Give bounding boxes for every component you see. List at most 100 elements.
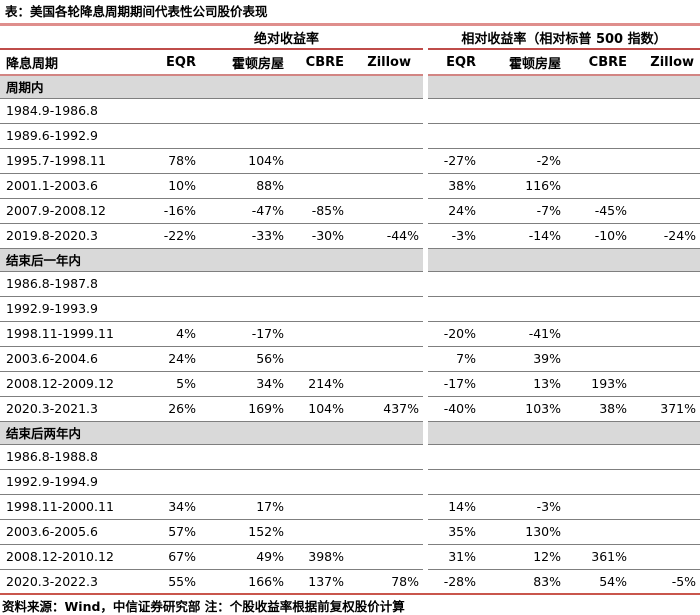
rel-value-cell: 35%: [428, 519, 481, 545]
group-divider: [423, 248, 429, 271]
rel-value-cell: [631, 198, 700, 224]
abs-value-cell: [200, 296, 288, 322]
abs-value-cell: [288, 148, 348, 174]
abs-value-cell: 56%: [200, 346, 288, 372]
period-cell: 2003.6-2005.6: [0, 519, 150, 545]
rel-value-cell: [565, 296, 632, 322]
abs-value-cell: -30%: [288, 223, 348, 249]
rel-value-cell: 13%: [480, 371, 566, 397]
col-header-cbre-rel: CBRE: [565, 49, 632, 76]
abs-value-cell: [348, 148, 424, 174]
rel-value-cell: 130%: [480, 519, 566, 545]
abs-value-cell: [348, 346, 424, 372]
abs-value-cell: [288, 519, 348, 545]
rel-value-cell: [565, 148, 632, 174]
table-row: 2008.12-2010.12 67% 49% 398% 31% 12% 361%: [0, 544, 700, 570]
rel-value-cell: [631, 173, 700, 199]
abs-value-cell: [288, 494, 348, 520]
abs-value-cell: -47%: [200, 198, 288, 224]
abs-value-cell: [288, 469, 348, 495]
abs-value-cell: 104%: [200, 148, 288, 174]
section-label: 结束后两年内: [0, 421, 424, 445]
section-header-row: 结束后两年内: [0, 421, 700, 445]
abs-value-cell: 5%: [150, 371, 200, 397]
table-row: 1992.9-1994.9: [0, 469, 700, 495]
period-cell: 1992.9-1994.9: [0, 469, 150, 495]
rel-value-cell: -2%: [480, 148, 566, 174]
rel-value-cell: [631, 148, 700, 174]
abs-value-cell: 104%: [288, 396, 348, 422]
table-row: 1986.8-1987.8: [0, 271, 700, 297]
rel-value-cell: -27%: [428, 148, 481, 174]
abs-value-cell: 437%: [348, 396, 424, 422]
abs-value-cell: -16%: [150, 198, 200, 224]
abs-value-cell: [200, 271, 288, 297]
section-header-row: 周期内: [0, 75, 700, 99]
rel-value-cell: -28%: [428, 569, 481, 595]
table-row: 2020.3-2021.3 26% 169% 104% 437% -40% 103% 38% 3…: [0, 396, 700, 422]
abs-value-cell: [200, 469, 288, 495]
page-title: 表：美国各轮降息周期期间代表性公司股价表现: [0, 0, 700, 26]
abs-value-cell: [348, 296, 424, 322]
period-cell: 1998.11-2000.11: [0, 494, 150, 520]
rel-value-cell: [631, 444, 700, 470]
abs-value-cell: [348, 321, 424, 347]
abs-value-cell: [150, 271, 200, 297]
rel-value-cell: [428, 98, 481, 124]
period-cell: 2020.3-2021.3: [0, 396, 150, 422]
rel-value-cell: 39%: [480, 346, 566, 372]
rel-value-cell: [428, 469, 481, 495]
rel-value-cell: [631, 321, 700, 347]
abs-value-cell: 152%: [200, 519, 288, 545]
abs-value-cell: 34%: [200, 371, 288, 397]
table-row: 2008.12-2009.12 5% 34% 214% -17% 13% 193%: [0, 371, 700, 397]
group-header-row: 绝对收益率 相对收益率（相对标普 500 指数）: [0, 26, 700, 50]
abs-value-cell: [150, 469, 200, 495]
rel-value-cell: [631, 469, 700, 495]
rel-value-cell: [480, 123, 566, 149]
group-divider: [423, 75, 429, 98]
col-header-horton-rel: 霍顿房屋: [480, 49, 566, 76]
rel-value-cell: -45%: [565, 198, 632, 224]
rel-value-cell: -3%: [480, 494, 566, 520]
abs-value-cell: 17%: [200, 494, 288, 520]
rel-value-cell: [631, 371, 700, 397]
abs-value-cell: [288, 321, 348, 347]
col-header-cbre-abs: CBRE: [288, 49, 348, 76]
abs-value-cell: [288, 173, 348, 199]
rel-value-cell: 371%: [631, 396, 700, 422]
period-cell: 1986.8-1988.8: [0, 444, 150, 470]
col-header-eqr-rel: EQR: [428, 49, 481, 76]
period-cell: 2007.9-2008.12: [0, 198, 150, 224]
col-header-zillow-rel: Zillow: [631, 49, 700, 76]
period-cell: 1992.9-1993.9: [0, 296, 150, 322]
period-cell: 1989.6-1992.9: [0, 123, 150, 149]
abs-value-cell: [348, 173, 424, 199]
abs-value-cell: [200, 444, 288, 470]
abs-value-cell: [288, 444, 348, 470]
period-cell: 2008.12-2009.12: [0, 371, 150, 397]
abs-value-cell: [200, 123, 288, 149]
column-header-row: 降息周期 EQR 霍顿房屋 CBRE Zillow EQR 霍顿房屋 CBRE …: [0, 49, 700, 76]
section-label: 结束后一年内: [0, 248, 424, 272]
abs-value-cell: [200, 98, 288, 124]
table-row: 1984.9-1986.8: [0, 98, 700, 124]
rel-value-cell: 7%: [428, 346, 481, 372]
abs-value-cell: [288, 346, 348, 372]
rel-value-cell: [480, 444, 566, 470]
rel-value-cell: 54%: [565, 569, 632, 595]
col-header-horton-abs: 霍顿房屋: [200, 49, 288, 76]
abs-value-cell: -17%: [200, 321, 288, 347]
group-header-blank: [0, 26, 150, 50]
table-row: 2001.1-2003.6 10% 88% 38% 116%: [0, 173, 700, 199]
period-cell: 2003.6-2004.6: [0, 346, 150, 372]
col-header-eqr-abs: EQR: [150, 49, 200, 76]
abs-value-cell: [288, 296, 348, 322]
rel-value-cell: 14%: [428, 494, 481, 520]
rel-value-cell: 31%: [428, 544, 481, 570]
section-fill: [428, 75, 700, 99]
rel-value-cell: [631, 494, 700, 520]
rel-value-cell: 116%: [480, 173, 566, 199]
rel-value-cell: [428, 123, 481, 149]
abs-value-cell: 57%: [150, 519, 200, 545]
